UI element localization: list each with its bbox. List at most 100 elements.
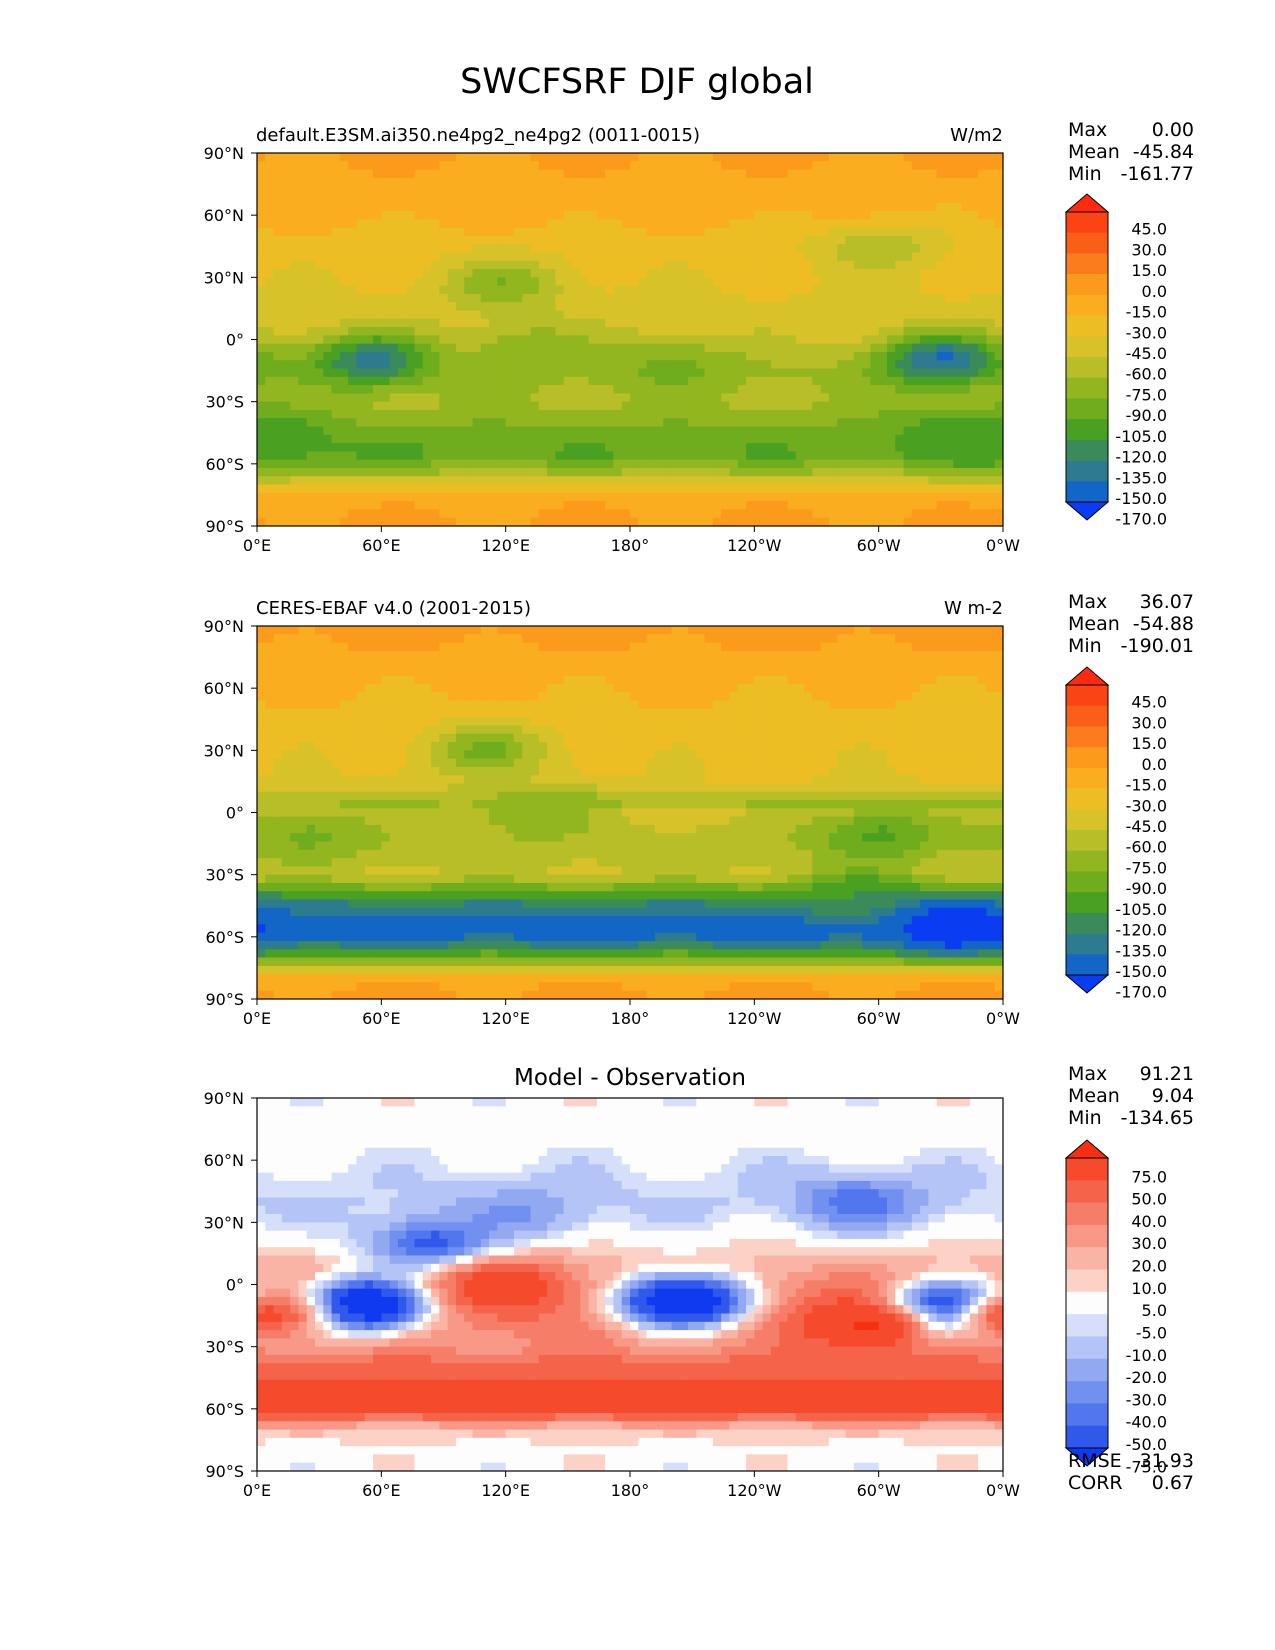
field-cell (671, 244, 681, 253)
field-cell (721, 194, 730, 204)
field-cell (489, 302, 498, 311)
field-cell (414, 650, 424, 660)
field-cell (290, 293, 299, 303)
field-cell (571, 310, 581, 320)
field-cell (770, 692, 780, 701)
field-cell (505, 700, 515, 710)
field-cell (837, 327, 846, 336)
field-cell (679, 517, 689, 527)
field-cell (696, 700, 705, 710)
field-cell (737, 194, 747, 204)
field-cell (538, 244, 548, 253)
field-cell (903, 244, 913, 253)
field-cell (812, 409, 822, 419)
field-cell (986, 509, 996, 519)
field-cell (928, 277, 938, 287)
field-cell (447, 277, 457, 287)
field-cell (422, 385, 432, 394)
field-cell (903, 451, 913, 461)
field-cell (646, 368, 656, 378)
field-cell (845, 368, 855, 378)
field-cell (853, 659, 863, 668)
field-cell (257, 277, 266, 287)
field-cell (961, 659, 971, 668)
field-cell (348, 219, 357, 228)
field-cell (746, 659, 755, 668)
field-cell (936, 360, 946, 369)
field-cell (290, 426, 299, 436)
field-cell (911, 443, 921, 452)
field-cell (787, 376, 797, 386)
field-cell (364, 484, 374, 494)
field-cell (306, 476, 316, 485)
field-cell (862, 285, 871, 295)
field-cell (315, 667, 324, 677)
field-cell (804, 343, 813, 353)
field-cell (290, 169, 299, 179)
field-cell (630, 368, 639, 378)
field-cell (397, 484, 407, 494)
field-cell (886, 409, 896, 419)
field-cell (389, 194, 399, 204)
field-cell (646, 650, 656, 660)
field-cell (530, 368, 540, 378)
field-cell (522, 343, 531, 353)
field-cell (688, 642, 697, 652)
field-cell (804, 650, 813, 660)
field-cell (969, 244, 979, 253)
field-cell (489, 360, 498, 369)
field-cell (646, 310, 656, 320)
colorbar-tick-label: -150.0 (1115, 489, 1167, 508)
field-cell (331, 177, 341, 187)
field-cell (281, 501, 291, 510)
field-cell (737, 659, 747, 668)
field-cell (455, 360, 465, 369)
field-cell (762, 335, 772, 345)
field-cell (729, 177, 739, 187)
field-cell (480, 667, 490, 677)
field-cell (373, 310, 382, 320)
field-cell (754, 235, 764, 245)
field-cell (513, 476, 523, 485)
field-cell (580, 492, 589, 502)
field-cell (654, 219, 664, 228)
field-cell (397, 426, 407, 436)
field-cell (671, 642, 681, 652)
field-cell (381, 409, 391, 419)
field-cell (464, 517, 473, 527)
field-cell (389, 476, 399, 485)
field-cell (290, 634, 299, 643)
field-cell (323, 385, 332, 394)
field-cell (911, 293, 921, 303)
field-cell (688, 675, 697, 685)
field-cell (862, 376, 871, 386)
field-cell (845, 161, 855, 170)
field-cell (397, 492, 407, 502)
field-cell (348, 360, 357, 369)
field-cell (397, 509, 407, 519)
field-cell (464, 467, 473, 477)
field-cell (679, 634, 689, 643)
field-cell (389, 211, 399, 220)
field-cell (348, 376, 357, 386)
field-cell (331, 277, 341, 287)
field-cell (447, 269, 457, 278)
field-cell (621, 401, 631, 411)
field-cell (746, 501, 755, 510)
field-cell (580, 418, 589, 427)
field-cell (936, 484, 946, 494)
field-cell (348, 393, 357, 403)
field-cell (953, 244, 962, 253)
field-cell (845, 692, 855, 701)
x-tick-label: 120°E (481, 536, 530, 555)
field-cell (870, 219, 880, 228)
field-cell (663, 202, 672, 212)
field-cell (422, 459, 432, 469)
field-cell (522, 161, 531, 170)
field-cell (505, 368, 515, 378)
field-cell (381, 177, 391, 187)
field-cell (795, 626, 805, 635)
field-cell (505, 385, 515, 394)
field-cell (464, 484, 473, 494)
field-cell (820, 169, 830, 179)
